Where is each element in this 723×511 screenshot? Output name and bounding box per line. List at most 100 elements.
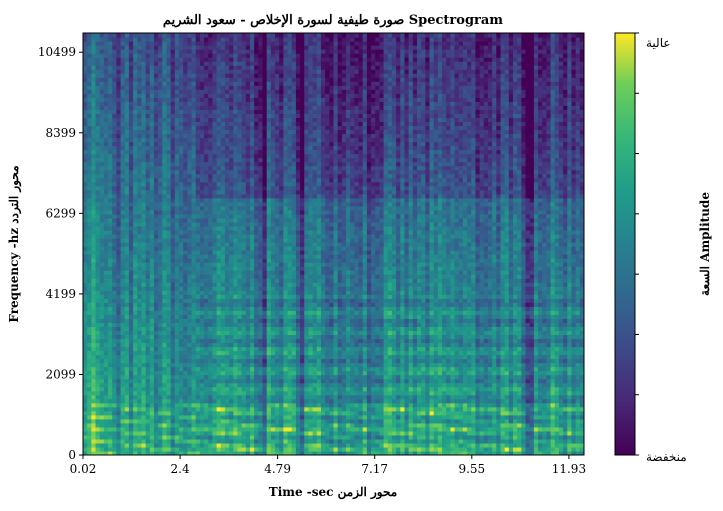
spectrogram-cell <box>124 270 130 275</box>
spectrogram-cell <box>216 41 222 46</box>
spectrogram-cell <box>116 57 122 62</box>
spectrogram-cell <box>91 233 97 239</box>
spectrogram-cell <box>183 113 188 118</box>
spectrogram-cell <box>183 133 188 139</box>
spectrogram-cell <box>170 213 176 219</box>
spectrogram-cell <box>87 386 92 392</box>
spectrogram-cell <box>170 362 176 368</box>
spectrogram-cell <box>187 330 193 336</box>
spectrogram-cell <box>233 382 239 388</box>
spectrogram-cell <box>183 237 188 243</box>
spectrogram-cell <box>108 254 113 259</box>
spectrogram-cell <box>95 246 101 251</box>
spectrogram-cell <box>187 394 193 400</box>
spectrogram-cell <box>266 362 272 368</box>
spectrogram-cell <box>195 330 201 336</box>
spectrogram-cell <box>266 330 272 336</box>
spectrogram-cell <box>245 85 251 90</box>
spectrogram-cell <box>137 394 143 400</box>
spectrogram-cell <box>153 73 159 78</box>
spectrogram-cell <box>103 93 109 98</box>
spectrogram-cell <box>91 221 97 227</box>
spectrogram-cell <box>128 414 134 420</box>
spectrogram-cell <box>212 402 218 408</box>
spectrogram-cell <box>95 410 101 416</box>
spectrogram-cell <box>166 141 172 147</box>
spectrogram-cell <box>187 390 193 396</box>
spectrogram-cell <box>166 41 172 46</box>
spectrogram-cell <box>258 145 264 151</box>
spectrogram-cell <box>258 294 264 299</box>
spectrogram-cell <box>116 418 122 424</box>
spectrogram-cell <box>262 294 268 299</box>
spectrogram-cell <box>103 189 109 195</box>
spectrogram-cell <box>174 193 180 199</box>
spectrogram-cell <box>224 402 230 408</box>
spectrogram-cell <box>145 350 151 356</box>
spectrogram-cell <box>170 105 176 110</box>
spectrogram-cell <box>149 338 155 344</box>
spectrogram-cell <box>137 334 143 340</box>
spectrogram-cell <box>170 262 176 267</box>
spectrogram-cell <box>220 282 226 287</box>
spectrogram-cell <box>258 221 264 227</box>
spectrogram-cell <box>87 406 92 412</box>
spectrogram-cell <box>199 386 205 392</box>
spectrogram-cell <box>112 69 117 74</box>
spectrogram-cell <box>99 121 105 127</box>
spectrogram-cell <box>99 117 105 123</box>
spectrogram-cell <box>95 97 101 102</box>
spectrogram-cell <box>279 225 284 231</box>
spectrogram-cell <box>224 330 230 336</box>
spectrogram-cell <box>83 406 88 412</box>
spectrogram-cell <box>87 109 92 114</box>
spectrogram-cell <box>153 350 159 356</box>
spectrogram-cell <box>241 57 247 62</box>
spectrogram-cell <box>174 169 180 175</box>
spectrogram-cell <box>254 105 259 110</box>
spectrogram-cell <box>103 85 109 90</box>
spectrogram-cell <box>124 330 130 336</box>
spectrogram-cell <box>250 121 255 127</box>
spectrogram-cell <box>241 390 247 396</box>
spectrogram-cell <box>179 310 184 315</box>
spectrogram-cells <box>83 33 584 455</box>
spectrogram-cell <box>212 133 218 139</box>
spectrogram-cell <box>91 450 97 455</box>
spectrogram-cell <box>241 37 247 42</box>
spectrogram-cell <box>187 430 193 436</box>
spectrogram-cell <box>83 149 88 155</box>
spectrogram-cell <box>187 418 193 424</box>
spectrogram-cell <box>270 69 276 74</box>
spectrogram-cell <box>133 145 138 151</box>
spectrogram-cell <box>258 250 264 255</box>
spectrogram-cell <box>262 258 268 263</box>
spectrogram-cell <box>162 262 168 267</box>
spectrogram-cell <box>149 213 155 219</box>
spectrogram-cell <box>179 189 184 195</box>
spectrogram-cell <box>108 61 113 66</box>
spectrogram-cell <box>233 169 239 175</box>
spectrogram-cell <box>153 229 159 235</box>
spectrogram-cell <box>241 129 247 135</box>
spectrogram-cell <box>162 105 168 110</box>
spectrogram-cell <box>95 185 101 191</box>
spectrogram-cell <box>166 53 172 58</box>
spectrogram-cell <box>153 394 159 400</box>
spectrogram-cell <box>183 434 188 440</box>
spectrogram-cell <box>170 181 176 187</box>
spectrogram-cell <box>258 233 264 239</box>
spectrogram-cell <box>170 338 176 344</box>
spectrogram-cell <box>174 185 180 191</box>
spectrogram-cell <box>170 101 176 106</box>
spectrogram-cell <box>120 426 126 432</box>
spectrogram-cell <box>133 334 138 340</box>
spectrogram-cell <box>141 37 147 42</box>
spectrogram-cell <box>245 342 251 348</box>
spectrogram-cell <box>229 53 234 58</box>
spectrogram-cell <box>258 237 264 243</box>
spectrogram-cell <box>83 165 88 171</box>
spectrogram-cell <box>266 61 272 66</box>
spectrogram-cell <box>187 237 193 243</box>
spectrogram-cell <box>103 310 109 315</box>
